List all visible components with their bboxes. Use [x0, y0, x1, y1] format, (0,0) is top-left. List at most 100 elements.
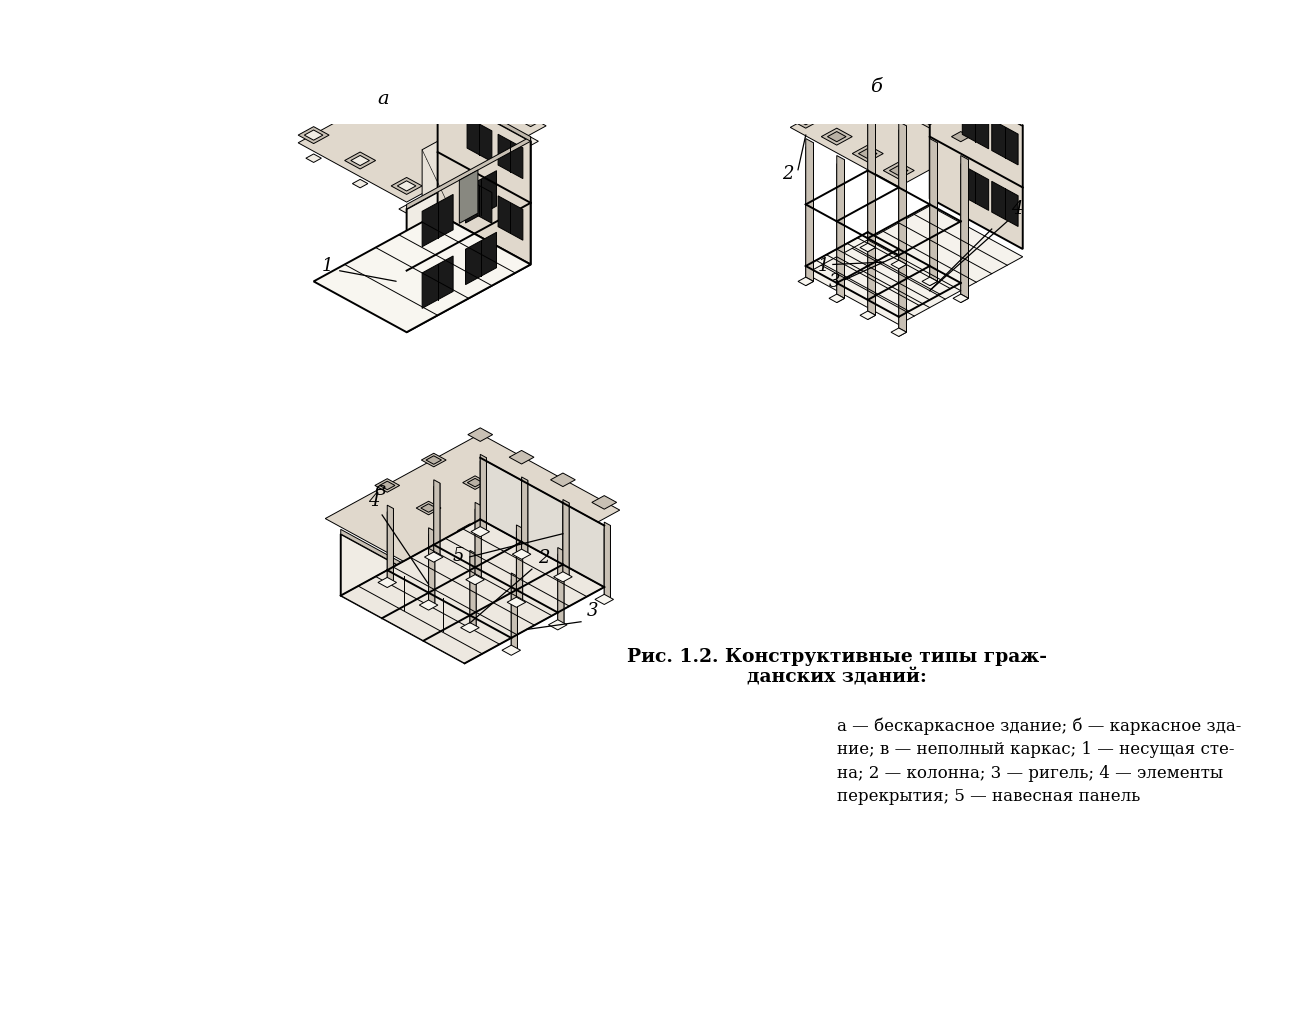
Polygon shape: [429, 589, 458, 639]
Polygon shape: [352, 179, 368, 188]
Polygon shape: [962, 165, 988, 210]
Polygon shape: [341, 534, 465, 663]
Polygon shape: [953, 294, 968, 303]
Text: Рис. 1.2. Конструктивные типы граж-
данских зданий:: Рис. 1.2. Конструктивные типы граж- данс…: [627, 648, 1046, 687]
Polygon shape: [883, 94, 914, 111]
Polygon shape: [313, 213, 530, 333]
Text: а: а: [377, 90, 389, 108]
Polygon shape: [380, 481, 395, 490]
Polygon shape: [829, 294, 845, 303]
Polygon shape: [558, 551, 564, 628]
Polygon shape: [868, 172, 875, 315]
Polygon shape: [550, 473, 576, 487]
Polygon shape: [462, 171, 476, 179]
Polygon shape: [861, 311, 875, 319]
Text: 3: 3: [829, 274, 841, 291]
Polygon shape: [325, 434, 620, 595]
Polygon shape: [471, 526, 490, 537]
Polygon shape: [595, 595, 614, 604]
Polygon shape: [604, 522, 611, 600]
Polygon shape: [868, 109, 875, 252]
Polygon shape: [374, 479, 399, 492]
Polygon shape: [502, 645, 520, 656]
Polygon shape: [465, 232, 497, 285]
Polygon shape: [868, 105, 875, 248]
Polygon shape: [930, 139, 937, 282]
Polygon shape: [563, 502, 569, 580]
Polygon shape: [511, 576, 517, 654]
Polygon shape: [407, 141, 530, 333]
Polygon shape: [504, 498, 529, 512]
Polygon shape: [429, 527, 434, 605]
Text: 4: 4: [368, 492, 380, 510]
Polygon shape: [806, 232, 961, 317]
Polygon shape: [341, 519, 604, 663]
Polygon shape: [390, 569, 419, 617]
Polygon shape: [822, 128, 853, 145]
Polygon shape: [806, 143, 814, 286]
Polygon shape: [806, 139, 814, 282]
Polygon shape: [992, 181, 1018, 227]
Polygon shape: [604, 525, 611, 603]
Polygon shape: [420, 600, 438, 610]
Text: 2: 2: [538, 549, 550, 567]
Polygon shape: [422, 59, 454, 76]
Polygon shape: [341, 529, 465, 602]
Polygon shape: [883, 162, 914, 179]
Polygon shape: [480, 458, 486, 535]
Polygon shape: [480, 458, 521, 542]
Polygon shape: [592, 495, 616, 509]
Polygon shape: [858, 81, 878, 91]
Polygon shape: [438, 86, 530, 141]
Polygon shape: [407, 137, 530, 209]
Text: 5: 5: [452, 547, 464, 565]
Polygon shape: [550, 523, 566, 533]
Polygon shape: [459, 170, 478, 224]
Polygon shape: [853, 145, 883, 162]
Polygon shape: [516, 525, 523, 602]
Polygon shape: [424, 552, 443, 563]
Text: 2: 2: [783, 165, 794, 182]
Polygon shape: [474, 502, 481, 580]
Polygon shape: [558, 547, 564, 625]
Polygon shape: [563, 499, 569, 577]
Polygon shape: [861, 243, 875, 252]
Polygon shape: [429, 531, 434, 608]
Polygon shape: [468, 428, 493, 441]
Polygon shape: [467, 179, 491, 224]
Polygon shape: [459, 147, 478, 157]
Polygon shape: [523, 137, 538, 145]
Polygon shape: [554, 572, 572, 582]
Polygon shape: [889, 166, 907, 175]
Polygon shape: [992, 120, 1018, 165]
Polygon shape: [930, 75, 1023, 249]
Polygon shape: [930, 70, 1023, 125]
Polygon shape: [421, 503, 437, 512]
Polygon shape: [498, 196, 523, 240]
Polygon shape: [454, 144, 484, 161]
Polygon shape: [416, 501, 441, 515]
Polygon shape: [546, 521, 571, 535]
Polygon shape: [945, 128, 976, 145]
Polygon shape: [521, 481, 528, 557]
Text: а — бескаркасное здание; б — каркасное зда-
ние; в — неполный каркас; 1 — несуща: а — бескаркасное здание; б — каркасное з…: [837, 717, 1242, 805]
Polygon shape: [563, 502, 604, 587]
Polygon shape: [891, 328, 906, 337]
Polygon shape: [463, 526, 477, 535]
Text: б: б: [870, 79, 881, 96]
Polygon shape: [391, 177, 423, 195]
Polygon shape: [521, 477, 528, 554]
Polygon shape: [438, 90, 530, 264]
Polygon shape: [898, 125, 906, 268]
Polygon shape: [458, 524, 482, 538]
Polygon shape: [469, 553, 476, 631]
Polygon shape: [798, 278, 814, 286]
Polygon shape: [806, 206, 1023, 324]
Polygon shape: [467, 479, 482, 487]
Polygon shape: [387, 506, 394, 582]
Polygon shape: [498, 135, 523, 178]
Polygon shape: [463, 476, 488, 489]
Polygon shape: [952, 132, 970, 142]
Polygon shape: [920, 115, 939, 124]
Polygon shape: [344, 152, 376, 169]
